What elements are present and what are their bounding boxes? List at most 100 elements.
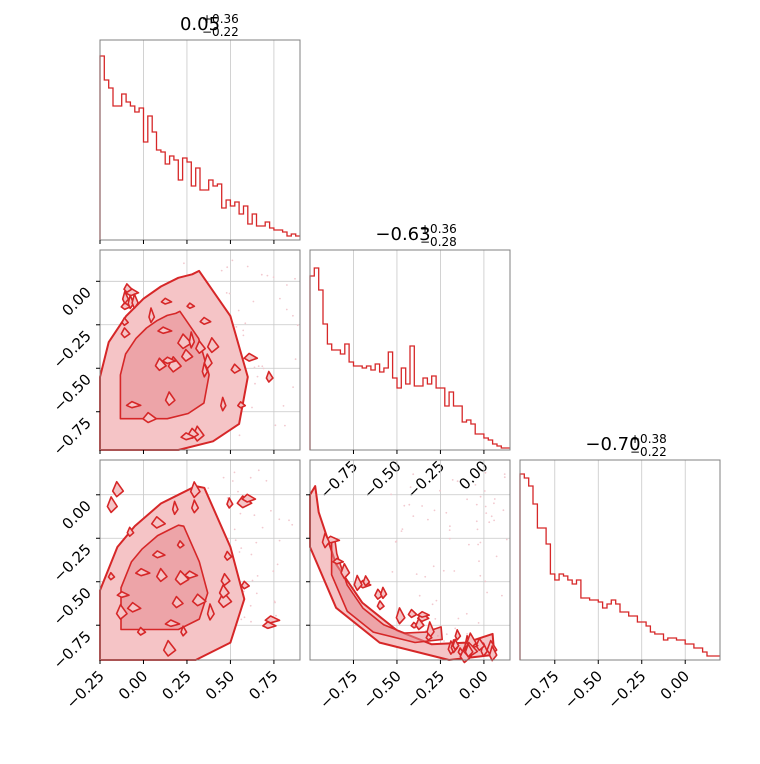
scatter-point [454, 627, 457, 630]
contour-island [186, 302, 196, 310]
scatter-point [253, 514, 256, 517]
contour-island [362, 575, 371, 587]
panel-joint-1-0: 0.00 −0.25−0.50−0.75 [50, 249, 301, 459]
xtick-label-3: 0.50 [202, 667, 238, 703]
contour-island [157, 326, 173, 335]
scatter-point [228, 292, 231, 295]
contour-island [488, 645, 498, 662]
histogram-step-hist-2 [519, 473, 720, 660]
scatter-point [466, 633, 468, 635]
contour-island [340, 562, 351, 580]
xtick-label-1: −0.50 [561, 667, 606, 712]
ytick-label-1: −0.25 [50, 540, 95, 585]
contour-island [189, 481, 201, 499]
contour-island [135, 567, 151, 577]
contour-island [126, 601, 142, 613]
scatter-point [244, 322, 247, 325]
contour-island [161, 356, 177, 365]
scatter-point [275, 614, 277, 617]
scatter-point [479, 495, 482, 498]
scatter-point [288, 519, 290, 522]
contour-island [376, 600, 385, 611]
scatter-point [421, 505, 423, 507]
scatter-point [484, 580, 487, 583]
scatter-point [403, 504, 406, 507]
scatter-point [276, 563, 279, 566]
contour-island [154, 357, 167, 372]
contour-island [115, 603, 128, 620]
scatter-point [255, 592, 258, 595]
scatter-point [391, 571, 394, 573]
scatter-point [257, 469, 260, 472]
contour-island [218, 584, 230, 599]
axes-frame-joint-2-0 [99, 459, 301, 661]
contour-island [241, 493, 257, 503]
contour-island [353, 574, 363, 592]
panel-hist-2: −0.75−0.50−0.25 0.00 −0.70 +0.38 −0.22 [517, 432, 721, 712]
scatter-point [477, 543, 479, 546]
contour-island [199, 316, 212, 326]
scatter-joint-2-1 [390, 471, 508, 643]
contour-island [230, 363, 242, 374]
scatter-point [261, 526, 264, 529]
contour-island [126, 526, 135, 538]
contour-island [125, 400, 142, 409]
scatter-point [431, 603, 434, 606]
title-value-0: 0.05 [180, 14, 220, 35]
scatter-point [250, 620, 252, 623]
scatter-point [294, 358, 297, 360]
scatter-point [475, 520, 478, 523]
scatter-point [183, 262, 185, 265]
contour-island [136, 626, 147, 636]
scatter-point [256, 375, 259, 378]
scatter-point [451, 479, 454, 481]
scatter-point [501, 594, 503, 597]
scatter-point [265, 479, 268, 482]
scatter-point [233, 471, 236, 474]
title-value-1: −0.63 [375, 224, 430, 245]
contour-island [107, 571, 116, 581]
contour-island [395, 607, 406, 625]
scatter-point [479, 541, 482, 544]
title-minus-2: −0.22 [630, 445, 667, 459]
xtick-label-2: −0.25 [403, 457, 448, 502]
ytick-label-0: 0.00 [58, 497, 94, 533]
scatter-point [270, 509, 272, 512]
scatter-point [278, 518, 281, 521]
scatter-point [226, 497, 229, 499]
scatter-point [448, 537, 451, 540]
contour-island [223, 550, 233, 561]
scatter-point [439, 489, 441, 492]
scatter-point [282, 405, 285, 407]
scatter-point [408, 503, 411, 506]
xtick-label-2: −0.25 [403, 667, 448, 712]
scatter-point [278, 539, 281, 542]
contour-island [264, 615, 281, 624]
contour-island [407, 608, 418, 619]
contour-joint-2-0 [99, 480, 281, 661]
scatter-point [390, 493, 392, 496]
scatter-point [502, 509, 505, 512]
scatter-point [254, 382, 256, 385]
grid-hist-2 [554, 460, 686, 660]
xtick-label-4: 0.75 [245, 667, 281, 703]
contour-island [121, 290, 130, 305]
scatter-point [239, 512, 242, 515]
contour-island [160, 297, 173, 305]
scatter-point [235, 326, 238, 328]
scatter-point [238, 434, 241, 437]
xtick-label-0: −0.75 [316, 667, 361, 712]
scatter-point [486, 591, 488, 594]
scatter-point [415, 573, 418, 575]
ytick-label-1: −0.25 [50, 327, 95, 372]
contour-island [142, 411, 158, 424]
scatter-point [260, 273, 263, 276]
scatter-point [272, 570, 275, 573]
contour-island [150, 515, 166, 529]
scatter-point [220, 269, 223, 272]
scatter-point [445, 633, 448, 636]
xtick-label-3: 0.00 [657, 667, 693, 703]
scatter-point [261, 365, 264, 368]
scatter-point [234, 539, 237, 542]
